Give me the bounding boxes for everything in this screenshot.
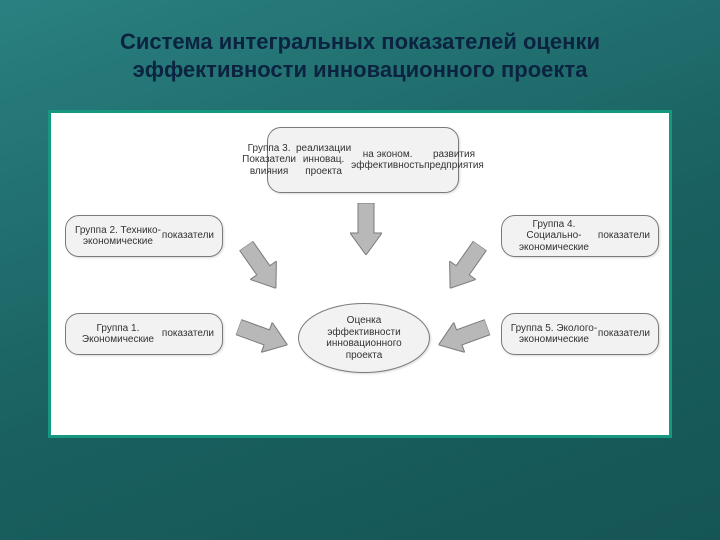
center-line1: эффективности — [327, 327, 400, 338]
center-node: Оценкаэффективностиинновационногопроекта — [298, 303, 430, 373]
node-g4-line0: Группа 4. Социально-экономические — [510, 219, 598, 254]
title-line1: Система интегральных показателей оценки — [120, 29, 600, 54]
diagram-panel: Группа 1. ЭкономическиепоказателиГруппа … — [48, 110, 672, 438]
arrow-g1 — [233, 312, 293, 360]
title-line2: эффективности инновационного проекта — [133, 57, 588, 82]
node-g4: Группа 4. Социально-экономическиепоказат… — [501, 215, 659, 257]
node-g5-line1: показатели — [598, 328, 650, 340]
node-g2: Группа 2. Технико-экономическиепоказател… — [65, 215, 223, 257]
node-g1: Группа 1. Экономическиепоказатели — [65, 313, 223, 355]
node-g5-line0: Группа 5. Эколого-экономические — [510, 323, 598, 346]
node-g1-line0: Группа 1. Экономические — [74, 323, 162, 346]
node-g3-line2: на эконом. эффективность — [351, 149, 424, 172]
node-g3: Группа 3. Показатели влиянияреализации и… — [267, 127, 459, 193]
node-g3-line1: реализации инновац. проекта — [296, 143, 351, 178]
arrow-g2 — [233, 237, 289, 298]
slide: Система интегральных показателей оценки … — [0, 0, 720, 540]
page-title: Система интегральных показателей оценки … — [0, 28, 720, 83]
node-g3-line3: развития предприятия — [424, 149, 484, 172]
node-g1-line1: показатели — [162, 328, 214, 340]
arrow-g5 — [433, 312, 493, 360]
node-g4-line1: показатели — [598, 230, 650, 242]
node-g2-line1: показатели — [162, 230, 214, 242]
node-g5: Группа 5. Эколого-экономическиепоказател… — [501, 313, 659, 355]
node-g3-line0: Группа 3. Показатели влияния — [242, 143, 296, 178]
center-line3: проекта — [346, 350, 383, 361]
arrow-g4 — [437, 237, 493, 298]
center-line2: инновационного — [326, 338, 401, 349]
arrow-g3 — [350, 203, 382, 255]
center-line0: Оценка — [347, 315, 382, 326]
node-g2-line0: Группа 2. Технико-экономические — [74, 225, 162, 248]
